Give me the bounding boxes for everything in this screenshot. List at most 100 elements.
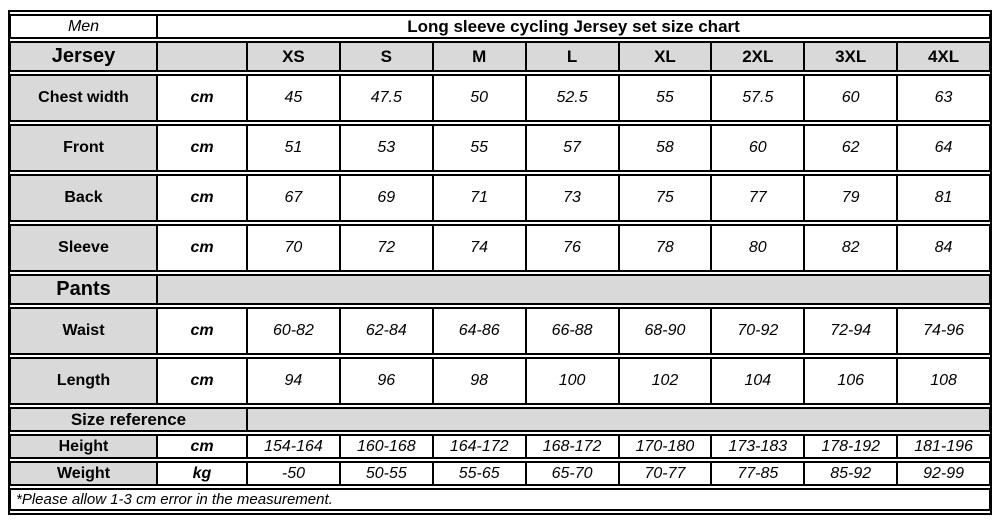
cell-value: 68-90 [618,307,712,355]
size-header-l: L [525,41,619,72]
cell-value: 181-196 [897,434,990,459]
cell-value: 178-192 [804,434,898,459]
cell-value: 70-77 [618,461,712,486]
footnote-row: *Please allow 1-3 cm error in the measur… [10,488,990,511]
cell-value: 76 [525,224,619,272]
cell-value: 73 [525,174,619,222]
cell-value: 80 [711,224,805,272]
footnote: *Please allow 1-3 cm error in the measur… [10,488,990,511]
row-unit: cm [157,357,247,405]
cell-value: 77-85 [711,461,805,486]
cell-value: 164-172 [432,434,526,459]
size-reference-filler [247,407,990,432]
table-row-waist: Waist cm 60-82 62-84 64-86 66-88 68-90 7… [10,307,990,355]
table-row-height: Height cm 154-164 160-168 164-172 168-17… [10,434,990,459]
row-label: Sleeve [10,224,157,272]
cell-value: 70 [247,224,340,272]
row-label: Waist [10,307,157,355]
row-unit: cm [157,124,247,172]
cell-value: 50 [432,74,526,122]
cell-value: 84 [897,224,990,272]
cell-value: 64 [897,124,990,172]
title-row: Men Long sleeve cycling Jersey set size … [10,14,990,39]
cell-value: 173-183 [711,434,805,459]
row-unit: cm [157,434,247,459]
cell-value: 52.5 [525,74,619,122]
cell-value: 82 [804,224,898,272]
size-chart: Men Long sleeve cycling Jersey set size … [8,10,992,515]
cell-value: 66-88 [525,307,619,355]
pants-section-filler [157,274,990,305]
cell-value: 60-82 [247,307,340,355]
cell-value: 62 [804,124,898,172]
size-header-xs: XS [247,41,340,72]
cell-value: 74 [432,224,526,272]
cell-value: 57.5 [711,74,805,122]
cell-value: 154-164 [247,434,340,459]
section-label-pants: Pants [10,274,157,305]
cell-value: 71 [432,174,526,222]
table-row-front: Front cm 51 53 55 57 58 60 62 64 [10,124,990,172]
size-header-4xl: 4XL [897,41,990,72]
chart-title: Long sleeve cycling Jersey set size char… [157,14,990,39]
row-unit: cm [157,307,247,355]
cell-value: 45 [247,74,340,122]
cell-value: 70-92 [711,307,805,355]
jersey-header-row: Jersey XS S M L XL 2XL 3XL 4XL [10,41,990,72]
row-label: Height [10,434,157,459]
size-header-2xl: 2XL [711,41,805,72]
size-header-3xl: 3XL [804,41,898,72]
cell-value: 57 [525,124,619,172]
cell-value: 55 [432,124,526,172]
cell-value: 75 [618,174,712,222]
cell-value: 108 [897,357,990,405]
cell-value: 51 [247,124,340,172]
cell-value: 100 [525,357,619,405]
size-header-m: M [432,41,526,72]
row-label: Back [10,174,157,222]
cell-value: 55 [618,74,712,122]
cell-value: 69 [339,174,433,222]
cell-value: 78 [618,224,712,272]
cell-value: 72 [339,224,433,272]
size-header-xl: XL [618,41,712,72]
cell-value: 77 [711,174,805,222]
table-row-sleeve: Sleeve cm 70 72 74 76 78 80 82 84 [10,224,990,272]
section-label-jersey: Jersey [10,41,157,72]
cell-value: 47.5 [339,74,433,122]
cell-value: 98 [432,357,526,405]
cell-value: 67 [247,174,340,222]
cell-value: 106 [804,357,898,405]
cell-value: 72-94 [804,307,898,355]
table-row-weight: Weight kg -50 50-55 55-65 65-70 70-77 77… [10,461,990,486]
cell-value: 102 [618,357,712,405]
section-label-size-reference: Size reference [10,407,247,432]
cell-value: 55-65 [432,461,526,486]
size-header-s: S [339,41,433,72]
cell-value: 74-96 [897,307,990,355]
gender-label: Men [10,14,157,39]
cell-value: -50 [247,461,340,486]
size-chart-table: Men Long sleeve cycling Jersey set size … [8,10,992,515]
table-row-back: Back cm 67 69 71 73 75 77 79 81 [10,174,990,222]
cell-value: 63 [897,74,990,122]
cell-value: 62-84 [339,307,433,355]
cell-value: 85-92 [804,461,898,486]
cell-value: 65-70 [525,461,619,486]
cell-value: 170-180 [618,434,712,459]
cell-value: 94 [247,357,340,405]
row-label: Front [10,124,157,172]
cell-value: 60 [711,124,805,172]
cell-value: 168-172 [525,434,619,459]
size-reference-section-row: Size reference [10,407,990,432]
cell-value: 64-86 [432,307,526,355]
cell-value: 79 [804,174,898,222]
cell-value: 50-55 [339,461,433,486]
cell-value: 81 [897,174,990,222]
row-label: Chest width [10,74,157,122]
cell-value: 96 [339,357,433,405]
cell-value: 58 [618,124,712,172]
row-label: Weight [10,461,157,486]
row-unit: kg [157,461,247,486]
table-row-chest-width: Chest width cm 45 47.5 50 52.5 55 57.5 6… [10,74,990,122]
